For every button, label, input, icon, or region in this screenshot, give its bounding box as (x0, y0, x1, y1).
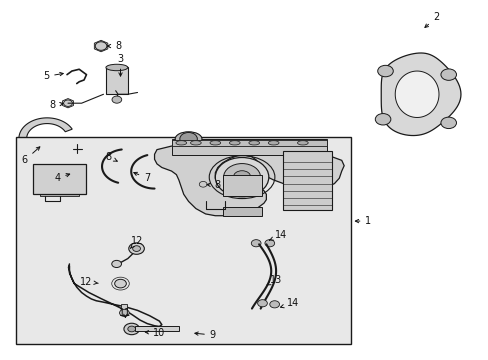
Text: 8: 8 (206, 180, 221, 190)
Circle shape (112, 96, 122, 103)
Bar (33, 164, 86, 194)
Circle shape (440, 117, 456, 129)
Text: 10: 10 (145, 328, 165, 338)
Circle shape (199, 181, 206, 187)
Ellipse shape (209, 141, 220, 145)
Polygon shape (115, 158, 125, 167)
Text: 8: 8 (107, 41, 121, 51)
Circle shape (115, 279, 126, 288)
Bar (16, 137, 351, 344)
Text: 7: 7 (134, 172, 150, 183)
Text: 11: 11 (119, 308, 131, 318)
Text: 6: 6 (21, 147, 40, 165)
Circle shape (269, 301, 279, 308)
Text: 12: 12 (130, 236, 143, 248)
Bar (106, 67, 127, 94)
Ellipse shape (297, 141, 307, 145)
Polygon shape (19, 118, 72, 148)
Text: 8: 8 (49, 100, 63, 110)
Circle shape (112, 260, 121, 267)
Polygon shape (381, 53, 460, 136)
Ellipse shape (190, 141, 201, 145)
Circle shape (377, 65, 392, 77)
Text: 9: 9 (194, 330, 216, 340)
Circle shape (119, 309, 129, 316)
Circle shape (251, 240, 261, 247)
Bar (283, 152, 331, 210)
Circle shape (223, 163, 260, 191)
Circle shape (180, 132, 197, 145)
Text: 3: 3 (117, 54, 123, 76)
Bar (222, 207, 261, 216)
Text: 2: 2 (424, 13, 439, 27)
Ellipse shape (229, 141, 240, 145)
Circle shape (128, 243, 144, 254)
Circle shape (215, 157, 268, 197)
Bar (40, 193, 79, 196)
Text: 8: 8 (105, 152, 117, 162)
Ellipse shape (248, 141, 259, 145)
Circle shape (440, 69, 456, 80)
Bar (171, 140, 326, 146)
Bar (135, 327, 179, 332)
Circle shape (127, 326, 135, 332)
Circle shape (374, 113, 390, 125)
Polygon shape (394, 71, 438, 117)
Polygon shape (154, 146, 344, 216)
Bar (171, 139, 326, 155)
Ellipse shape (175, 132, 202, 146)
Circle shape (132, 246, 140, 251)
Ellipse shape (106, 64, 127, 71)
Circle shape (123, 323, 139, 335)
Circle shape (257, 300, 267, 307)
Ellipse shape (268, 141, 279, 145)
Polygon shape (256, 297, 281, 309)
Polygon shape (94, 40, 107, 52)
Polygon shape (62, 99, 73, 108)
Ellipse shape (176, 141, 186, 145)
Text: 4: 4 (54, 173, 70, 183)
Circle shape (264, 240, 274, 247)
Circle shape (95, 42, 107, 50)
Circle shape (63, 100, 72, 107)
Polygon shape (250, 239, 276, 249)
Text: 12: 12 (80, 277, 98, 287)
Text: 5: 5 (43, 71, 63, 81)
Text: 13: 13 (266, 275, 282, 285)
Text: 1: 1 (355, 216, 371, 226)
Text: 14: 14 (280, 298, 299, 308)
Circle shape (233, 171, 250, 184)
Bar (121, 304, 127, 313)
Text: 14: 14 (269, 230, 286, 240)
Bar (222, 175, 261, 196)
Polygon shape (198, 180, 208, 189)
